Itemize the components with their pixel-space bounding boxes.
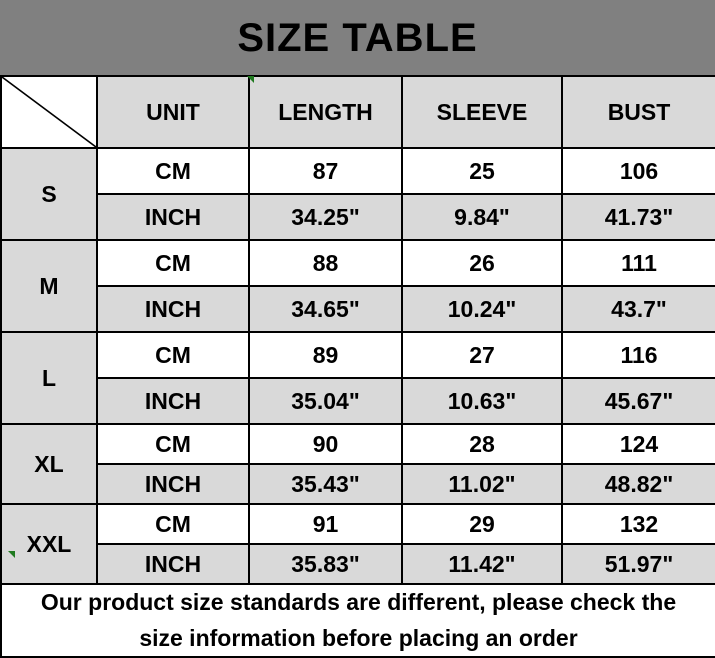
- column-header-sleeve: SLEEVE: [401, 75, 563, 149]
- cell-length: 35.43": [248, 463, 403, 505]
- cell-length: 34.65": [248, 285, 403, 333]
- table-row: INCH 34.25" 9.84" 41.73": [1, 193, 715, 241]
- title-bar: SIZE TABLE: [0, 0, 715, 75]
- corner-cell: [0, 75, 98, 149]
- table-row: S CM 87 25 106: [0, 147, 715, 241]
- cell-length: 89: [248, 331, 403, 379]
- cell-sleeve: 27: [401, 331, 563, 379]
- cell-bust: 106: [561, 147, 715, 195]
- column-header-length: LENGTH: [248, 75, 403, 149]
- table-row: INCH 35.83" 11.42" 51.97": [1, 543, 715, 585]
- cell-sleeve: 10.24": [401, 285, 563, 333]
- cell-sleeve: 25: [401, 147, 563, 195]
- size-table: UNIT LENGTH SLEEVE BUST S CM 87 25 106 I…: [0, 75, 715, 658]
- cell-unit: INCH: [96, 285, 250, 333]
- column-header-bust: BUST: [561, 75, 715, 149]
- cell-sleeve: 28: [401, 423, 563, 465]
- cell-sleeve: 10.63": [401, 377, 563, 425]
- cell-length: 90: [248, 423, 403, 465]
- cell-unit: CM: [96, 423, 250, 465]
- table-row: XL CM 90 28 124: [0, 423, 715, 505]
- cell-bust: 43.7": [561, 285, 715, 333]
- cell-unit: CM: [96, 331, 250, 379]
- cell-length: 34.25": [248, 193, 403, 241]
- size-label-l: L: [0, 331, 98, 425]
- size-label-m: M: [0, 239, 98, 333]
- size-note-cell: Our product size standards are different…: [0, 582, 715, 658]
- cell-unit: CM: [96, 147, 250, 195]
- diagonal-split-icon: [2, 77, 96, 147]
- size-label-xxl: XXL: [0, 503, 98, 585]
- cell-length: 35.04": [248, 377, 403, 425]
- cell-sleeve: 26: [401, 239, 563, 287]
- cell-unit: CM: [96, 503, 250, 545]
- page-title: SIZE TABLE: [237, 15, 478, 60]
- cell-unit: INCH: [96, 463, 250, 505]
- table-row: INCH 35.43" 11.02" 48.82": [1, 463, 715, 505]
- table-row: INCH 34.65" 10.24" 43.7": [1, 285, 715, 333]
- cell-length: 91: [248, 503, 403, 545]
- cell-sleeve: 9.84": [401, 193, 563, 241]
- size-label-s: S: [0, 147, 98, 241]
- cell-bust: 132: [561, 503, 715, 545]
- cell-bust: 51.97": [561, 543, 715, 585]
- cell-length: 87: [248, 147, 403, 195]
- table-row: XXL CM 91 29 132: [0, 503, 715, 585]
- cell-bust: 45.67": [561, 377, 715, 425]
- cell-unit: INCH: [96, 543, 250, 585]
- table-row: L CM 89 27 116: [0, 331, 715, 425]
- cell-unit: INCH: [96, 193, 250, 241]
- cell-bust: 111: [561, 239, 715, 287]
- cell-unit: CM: [96, 239, 250, 287]
- column-header-unit: UNIT: [96, 75, 250, 149]
- table-header-row: UNIT LENGTH SLEEVE BUST: [0, 75, 715, 149]
- table-row: INCH 35.04" 10.63" 45.67": [1, 377, 715, 425]
- cell-unit: INCH: [96, 377, 250, 425]
- size-label-xl: XL: [0, 423, 98, 505]
- cell-sleeve: 11.42": [401, 543, 563, 585]
- size-note-text: Our product size standards are different…: [40, 589, 677, 651]
- cell-sleeve: 11.02": [401, 463, 563, 505]
- cell-sleeve: 29: [401, 503, 563, 545]
- cell-bust: 124: [561, 423, 715, 465]
- cell-length: 88: [248, 239, 403, 287]
- table-row: M CM 88 26 111: [0, 239, 715, 333]
- cell-bust: 41.73": [561, 193, 715, 241]
- cell-bust: 116: [561, 331, 715, 379]
- cell-bust: 48.82": [561, 463, 715, 505]
- note-row: Our product size standards are different…: [0, 582, 715, 658]
- cell-length: 35.83": [248, 543, 403, 585]
